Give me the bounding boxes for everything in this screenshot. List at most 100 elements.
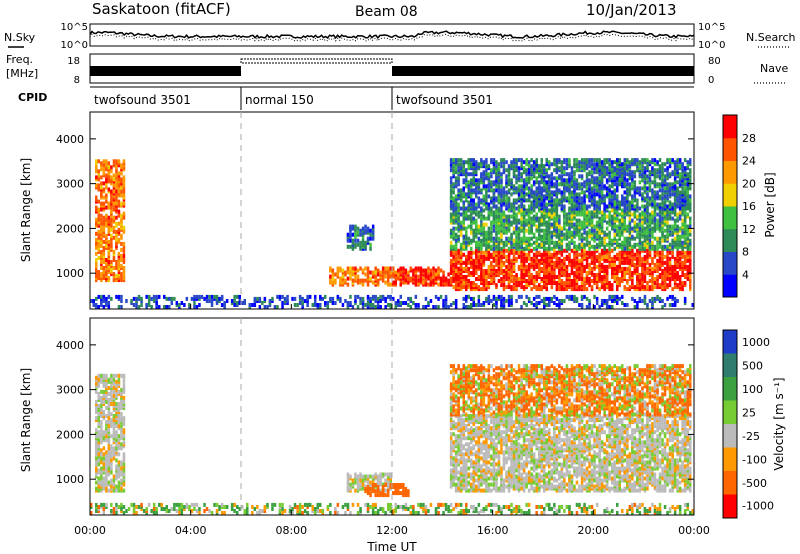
data-cell: [681, 244, 684, 249]
data-cell: [681, 210, 684, 215]
data-cell: [525, 222, 528, 227]
data-cell: [651, 194, 654, 199]
data-cell: [673, 236, 677, 241]
data-cell: [583, 277, 586, 281]
data-cell: [658, 194, 662, 199]
data-cell: [512, 226, 516, 231]
data-cell: [467, 224, 470, 229]
data-cell: [658, 283, 662, 288]
data-cell: [522, 194, 526, 199]
data-cell: [532, 296, 536, 301]
data-cell: [185, 296, 189, 301]
data-cell: [505, 200, 508, 205]
data-cell: [661, 196, 664, 201]
data-cell: [527, 186, 531, 191]
data-cell: [540, 162, 543, 167]
data-cell: [613, 182, 616, 187]
data-cell: [555, 212, 559, 217]
data-cell: [681, 269, 684, 273]
data-cell: [381, 294, 385, 299]
data-cell: [261, 301, 264, 305]
data-cell: [507, 218, 511, 223]
data-cell: [689, 228, 692, 233]
data-cell: [102, 227, 106, 232]
data-cell: [661, 269, 664, 273]
data-cell: [459, 232, 463, 237]
data-cell: [482, 242, 486, 247]
data-cell: [648, 254, 652, 259]
data-cell: [100, 221, 103, 226]
data-cell: [651, 210, 654, 215]
data-cell: [535, 254, 538, 259]
data-cell: [689, 240, 692, 245]
data-cell: [361, 278, 365, 283]
data-cell: [361, 299, 365, 303]
data-cell: [500, 228, 503, 233]
data-cell: [381, 270, 385, 275]
data-cell: [535, 258, 538, 263]
data-cell: [465, 260, 468, 265]
data-cell: [366, 266, 370, 271]
data-cell: [588, 178, 591, 183]
data-cell: [636, 248, 639, 253]
data-cell: [97, 256, 100, 260]
data-cell: [550, 206, 554, 211]
data-cell: [502, 164, 506, 169]
data-cell: [668, 283, 672, 288]
data-cell: [105, 299, 108, 303]
data-cell: [97, 294, 100, 299]
data-cell: [676, 158, 679, 163]
data-cell: [553, 240, 556, 245]
data-cell: [117, 171, 121, 176]
data-cell: [477, 242, 481, 247]
data-cell: [376, 278, 380, 283]
data-cell: [314, 303, 317, 307]
data-cell: [590, 162, 594, 167]
data-cell: [110, 241, 113, 246]
data-cell: [384, 266, 387, 271]
data-cell: [449, 176, 453, 181]
data-cell: [419, 272, 423, 277]
data-cell: [485, 198, 488, 203]
data-cell: [517, 186, 521, 191]
data-cell: [454, 240, 458, 245]
data-cell: [520, 220, 523, 225]
data-cell: [301, 301, 304, 305]
data-cell: [414, 278, 418, 283]
data-cell: [555, 198, 559, 203]
data-cell: [618, 230, 621, 235]
data-cell: [686, 250, 689, 255]
freq-panel: Freq. [MHz] 18 8 80 0 Nave: [6, 53, 788, 86]
data-cell: [532, 174, 536, 179]
data-cell: [668, 158, 672, 163]
data-cell: [550, 172, 554, 177]
data-cell: [633, 160, 637, 165]
data-cell: [611, 194, 614, 199]
data-cell: [593, 200, 596, 205]
data-cell: [555, 234, 559, 239]
data-cell: [507, 228, 511, 233]
data-cell: [132, 296, 136, 301]
data-cell: [517, 158, 521, 163]
data-cell: [643, 216, 647, 221]
data-cell: [467, 240, 470, 245]
data-cell: [666, 269, 669, 273]
data-cell: [538, 287, 541, 292]
data-cell: [500, 174, 503, 179]
data-cell: [585, 174, 589, 179]
data-cell: [515, 238, 518, 243]
data-cell: [588, 160, 591, 165]
data-cell: [673, 256, 677, 261]
data-cell: [452, 262, 455, 267]
data-cell: [490, 212, 493, 217]
data-cell: [459, 258, 463, 263]
data-cell: [643, 220, 647, 225]
data-cell: [628, 285, 632, 290]
data-cell: [505, 198, 508, 203]
data-cell: [485, 206, 488, 211]
data-cell: [605, 226, 609, 231]
data-cell: [570, 279, 574, 283]
data-cell: [102, 171, 106, 176]
data-cell: [530, 301, 533, 305]
data-cell: [525, 273, 528, 277]
